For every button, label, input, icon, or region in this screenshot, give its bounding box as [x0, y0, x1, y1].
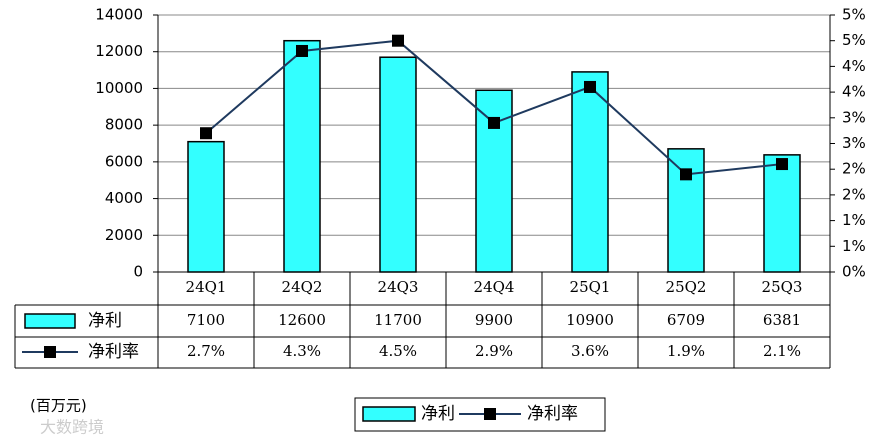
category-label: 25Q1 [570, 278, 611, 296]
table-value: 10900 [566, 311, 614, 329]
table-row-label: 净利率 [88, 342, 139, 362]
legend-label: 净利 [421, 404, 455, 424]
line-marker [200, 127, 212, 140]
y-tick-label: 14000 [95, 6, 143, 24]
table-value: 6381 [763, 311, 801, 329]
unit-label: (百万元) [30, 397, 87, 415]
table-value: 12600 [278, 311, 326, 329]
category-label: 24Q1 [186, 278, 227, 296]
y2-tick-label: 1% [842, 237, 866, 255]
table-value: 1.9% [667, 342, 705, 360]
y-tick-label: 4000 [105, 189, 143, 207]
legend-swatch [24, 313, 76, 329]
y-tick-label: 10000 [95, 79, 143, 97]
legend-swatch [362, 406, 416, 422]
bar [379, 56, 417, 273]
table-value: 6709 [667, 311, 705, 329]
y-tick-label: 2000 [105, 226, 143, 244]
legend-marker [484, 408, 496, 420]
line-marker [680, 168, 692, 181]
table-row-label: 净利 [88, 311, 122, 331]
y2-tick-label: 3% [842, 108, 866, 126]
y-tick-label: 8000 [105, 116, 143, 134]
table-value: 9900 [475, 311, 513, 329]
bar [763, 154, 801, 273]
category-label: 24Q2 [282, 278, 323, 296]
table-value: 7100 [187, 311, 225, 329]
table-value: 2.1% [763, 342, 801, 360]
category-label: 25Q2 [666, 278, 707, 296]
table-value: 2.7% [187, 342, 225, 360]
table-value: 4.5% [379, 342, 417, 360]
table-value: 11700 [374, 311, 422, 329]
y2-tick-label: 3% [842, 134, 866, 152]
y-tick-label: 0 [133, 263, 143, 281]
category-label: 24Q3 [378, 278, 419, 296]
y2-tick-label: 5% [842, 31, 866, 49]
legend-label: 净利率 [527, 404, 578, 424]
y-tick-label: 6000 [105, 152, 143, 170]
category-label: 25Q3 [762, 278, 803, 296]
line-marker [488, 116, 500, 129]
y2-tick-label: 5% [842, 6, 866, 24]
bar [667, 148, 705, 273]
y-tick-label: 12000 [95, 42, 143, 60]
bar [283, 39, 321, 273]
y2-tick-label: 4% [842, 83, 866, 101]
line-marker [776, 158, 788, 171]
y2-tick-label: 0% [842, 263, 866, 281]
line-marker [584, 80, 596, 93]
y2-tick-label: 1% [842, 211, 866, 229]
bar [571, 71, 609, 273]
y2-tick-label: 2% [842, 160, 866, 178]
table-value: 3.6% [571, 342, 609, 360]
legend-marker [44, 346, 56, 358]
bar [187, 140, 225, 273]
y2-tick-label: 4% [842, 57, 866, 75]
table-value: 4.3% [283, 342, 321, 360]
line-marker [296, 44, 308, 57]
category-label: 24Q4 [474, 278, 515, 296]
watermark: 大数跨境 [40, 418, 104, 437]
y2-tick-label: 2% [842, 185, 866, 203]
line-marker [392, 34, 404, 47]
table-value: 2.9% [475, 342, 513, 360]
